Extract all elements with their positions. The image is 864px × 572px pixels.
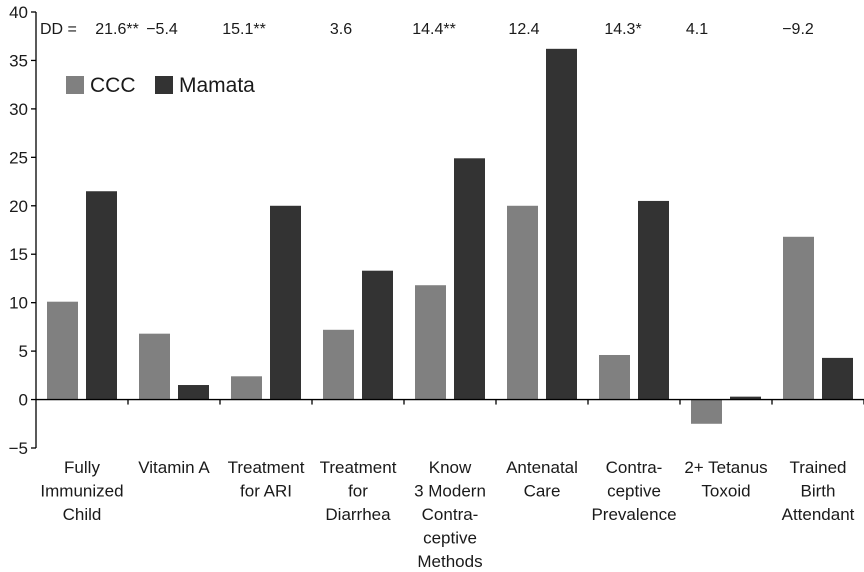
dd-value-7: 4.1 [686,21,708,38]
y-tick-label: 10 [9,294,28,313]
dd-value-5: 12.4 [508,21,539,38]
bar-ccc-8 [783,236,814,400]
bar-ccc-0 [47,301,78,400]
bar-mamata-4 [454,158,485,400]
dd-value-1: −5.4 [146,21,178,38]
bar-mamata-3 [362,270,393,400]
legend-swatch-ccc [66,76,84,94]
category-label-3: Treatment for Diarrhea [320,458,397,524]
dd-value-3: 3.6 [330,21,352,38]
legend-swatch-mamata [155,76,173,94]
y-tick-label: 5 [19,342,28,361]
dd-prefix: DD = [40,21,77,38]
y-tick-label: 40 [9,3,28,22]
y-tick-label: 30 [9,100,28,119]
dd-value-4: 14.4** [412,21,456,38]
dd-value-8: −9.2 [782,21,814,38]
category-label-7: 2+ Tetanus Toxoid [684,458,767,501]
legend: CCC Mamata [66,74,255,97]
dd-value-6: 14.3* [604,21,641,38]
y-tick-label: 25 [9,148,28,167]
x-axis [36,398,864,405]
category-label-5: Antenatal Care [506,458,578,501]
y-tick-label: −5 [9,439,28,458]
legend-label-mamata: Mamata [179,74,255,97]
category-label-6: Contra-ceptive Prevalence [591,458,676,524]
category-label-4: Know 3 Modern Contra-ceptive Methods [414,458,486,571]
bar-ccc-1 [139,333,170,400]
bar-mamata-8 [822,357,853,400]
dd-value-2: 15.1** [222,21,266,38]
y-tick-label: 20 [9,197,28,216]
bar-mamata-6 [638,200,669,400]
bar-mamata-7 [730,396,761,400]
dd-value-0: 21.6** [95,21,139,38]
bars [47,48,853,424]
category-label-8: Trained Birth Attendant [782,458,855,524]
bar-ccc-3 [323,329,354,400]
bar-ccc-2 [231,376,262,400]
category-label-2: Treatment for ARI [228,458,305,501]
y-tick-label: 15 [9,245,28,264]
category-labels: Fully Immunized Child Vitamin A Treatment for… [40,458,854,571]
bar-mamata-2 [270,205,301,400]
bar-ccc-7 [691,399,722,424]
y-axis: −5 0 5 10 15 20 25 30 35 40 [9,3,37,458]
y-tick-label: 0 [19,391,28,410]
bar-ccc-4 [415,285,446,400]
bar-mamata-5 [546,48,577,400]
category-label-1: Vitamin A [138,458,210,477]
legend-label-ccc: CCC [90,74,136,97]
bar-ccc-6 [599,354,630,400]
y-tick-label: 35 [9,51,28,70]
dd-annotations: DD = 21.6** −5.4 15.1** 3.6 14.4** 12.4 14.3* 4… [40,21,814,38]
bar-ccc-5 [507,205,538,400]
category-label-0: Fully Immunized Child [40,458,123,524]
bar-mamata-0 [86,191,117,400]
bar-mamata-1 [178,385,209,400]
